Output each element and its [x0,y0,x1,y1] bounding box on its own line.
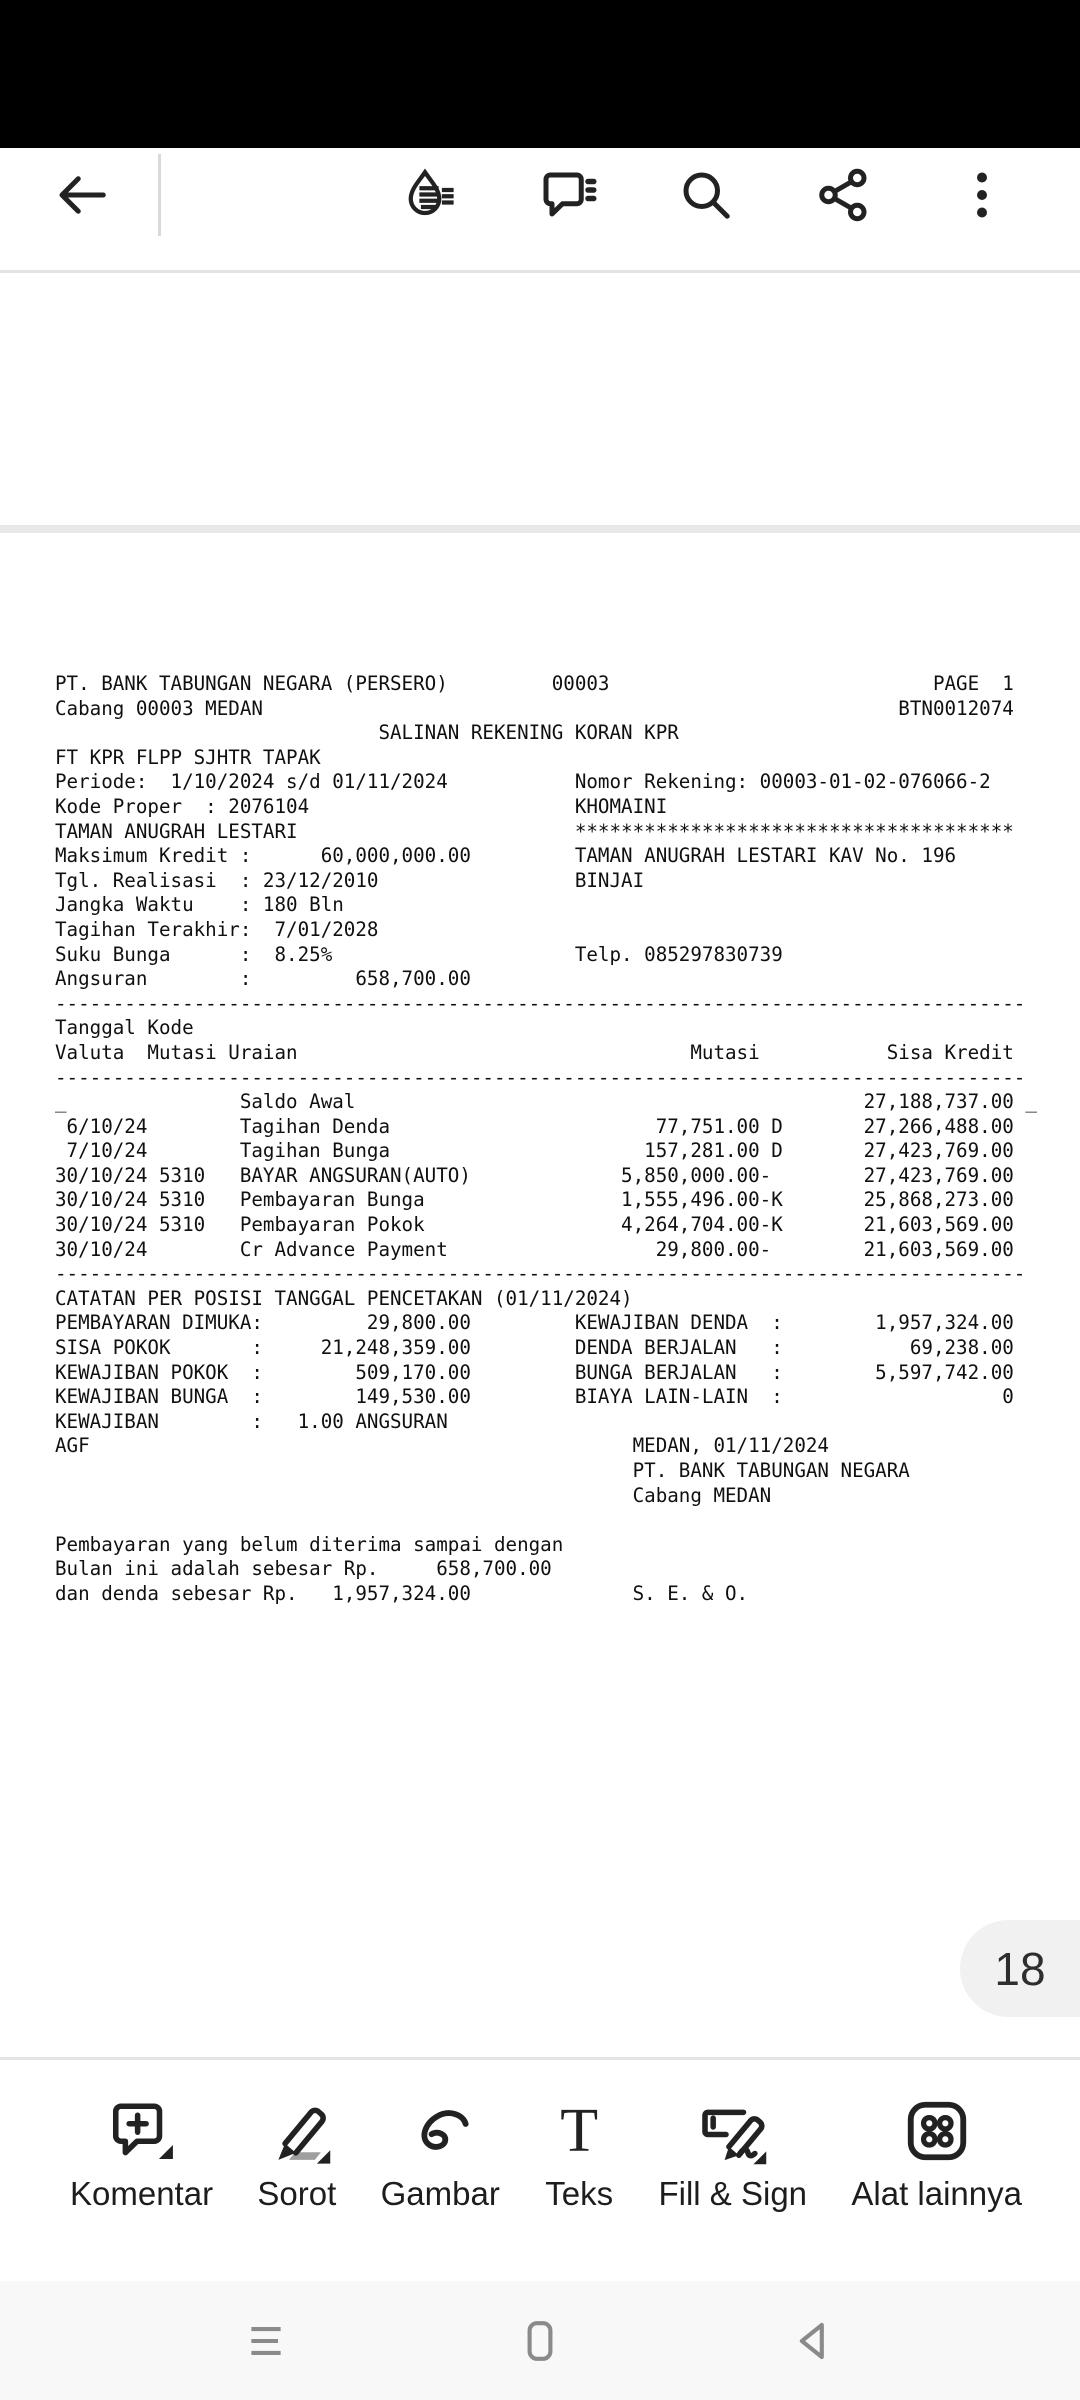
share-button[interactable] [812,163,876,227]
tool-alat-lainnya[interactable]: Alat lainnya [851,2096,1022,2212]
toolbar-actions [398,163,1014,227]
tool-label: Gambar [380,2175,500,2212]
share-icon [819,168,867,222]
tool-label: Fill & Sign [658,2175,808,2212]
back-button[interactable] [50,163,114,227]
search-icon [683,172,730,219]
more-options-button[interactable] [950,163,1014,227]
liquid-mode-icon [408,168,454,216]
tool-gambar[interactable]: Gambar [381,2096,500,2212]
status-bar [0,0,1080,148]
tool-teks[interactable]: T Teks [544,2096,614,2212]
recents-icon [251,2326,281,2355]
tool-fill-sign[interactable]: Fill & Sign [658,2096,807,2212]
document-viewer[interactable]: PT. BANK TABUNGAN NEGARA (PERSERO) 00003… [0,273,1080,2057]
back-arrow-icon [59,176,106,214]
add-comment-icon [107,2096,177,2166]
comments-button[interactable] [536,163,600,227]
bottom-toolbar: Komentar Sorot Gambar T [0,2057,1080,2281]
home-icon [527,2320,553,2361]
fill-sign-icon [698,2096,768,2166]
tool-komentar[interactable]: Komentar [70,2096,213,2212]
tool-label: Komentar [70,2175,214,2212]
toolbar-divider [158,154,161,236]
more-options-icon [977,172,987,218]
home-button[interactable] [512,2313,568,2369]
liquid-mode-button[interactable] [398,163,462,227]
tool-label: Teks [545,2175,614,2212]
page-separator [0,525,1080,533]
tool-label: Alat lainnya [851,2175,1022,2212]
page-number-badge: 18 [960,1920,1080,2017]
page-number: 18 [994,1942,1046,1995]
more-tools-grid-icon [902,2096,972,2166]
draw-scribble-icon [405,2096,475,2166]
android-nav-bar [0,2281,1080,2400]
back-nav-button[interactable] [786,2313,842,2369]
document-text: PT. BANK TABUNGAN NEGARA (PERSERO) 00003… [55,672,1037,1605]
top-toolbar [0,148,1080,273]
tool-sorot[interactable]: Sorot [257,2096,336,2212]
highlighter-icon [262,2096,332,2166]
text-tool-icon: T [560,2097,599,2165]
tool-label: Sorot [257,2175,337,2212]
comment-list-icon [543,172,597,217]
search-button[interactable] [674,163,738,227]
back-nav-icon [799,2322,824,2359]
recents-button[interactable] [238,2313,294,2369]
